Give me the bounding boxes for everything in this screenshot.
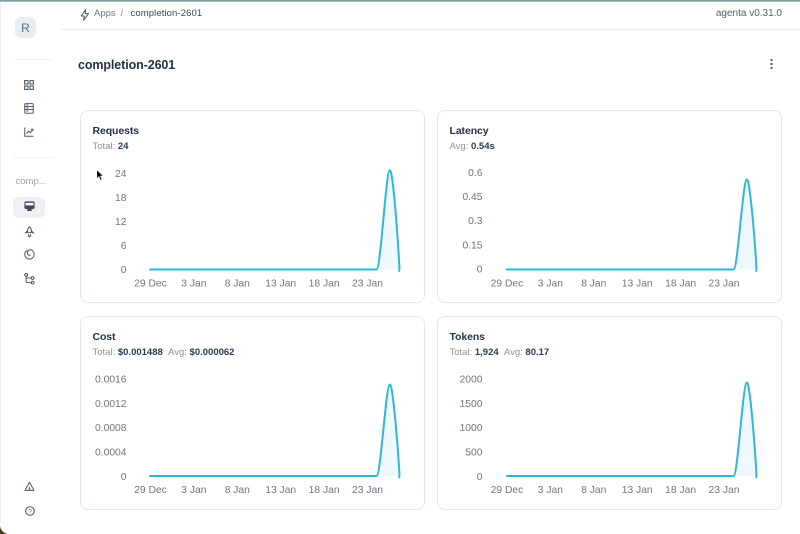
svg-text:12: 12: [115, 217, 127, 228]
svg-text:2000: 2000: [459, 375, 482, 386]
svg-text:3 Jan: 3 Jan: [181, 485, 206, 496]
svg-text:23 Jan: 23 Jan: [708, 485, 739, 496]
svg-text:13 Jan: 13 Jan: [621, 485, 652, 496]
svg-text:1500: 1500: [459, 399, 482, 410]
svg-text:18 Jan: 18 Jan: [665, 485, 696, 496]
svg-text:0: 0: [476, 264, 482, 275]
svg-text:500: 500: [465, 448, 482, 459]
svg-text:1000: 1000: [459, 423, 482, 434]
svg-text:0: 0: [120, 265, 126, 276]
svg-text:0.0004: 0.0004: [95, 448, 127, 459]
svg-text:3 Jan: 3 Jan: [537, 485, 562, 496]
svg-text:0.45: 0.45: [462, 192, 482, 203]
svg-text:8 Jan: 8 Jan: [581, 279, 606, 290]
svg-text:8 Jan: 8 Jan: [224, 279, 249, 290]
svg-text:3 Jan: 3 Jan: [181, 279, 206, 290]
svg-text:29 Dec: 29 Dec: [134, 279, 167, 290]
svg-text:0.0008: 0.0008: [95, 423, 127, 434]
svg-text:3 Jan: 3 Jan: [537, 279, 562, 290]
svg-text:18 Jan: 18 Jan: [308, 279, 339, 290]
svg-text:13 Jan: 13 Jan: [265, 279, 296, 290]
svg-text:18 Jan: 18 Jan: [308, 485, 339, 496]
svg-text:18 Jan: 18 Jan: [665, 279, 696, 290]
svg-text:23 Jan: 23 Jan: [352, 485, 383, 496]
svg-text:0: 0: [120, 472, 126, 483]
svg-text:0: 0: [476, 472, 482, 483]
svg-text:0.0012: 0.0012: [95, 399, 127, 410]
svg-text:23 Jan: 23 Jan: [352, 279, 383, 290]
svg-text:18: 18: [115, 193, 127, 204]
svg-text:6: 6: [120, 241, 126, 252]
svg-text:29 Dec: 29 Dec: [490, 485, 523, 496]
svg-text:24: 24: [115, 169, 127, 180]
svg-text:0.0016: 0.0016: [95, 375, 127, 386]
svg-text:?: ?: [28, 508, 32, 515]
svg-text:8 Jan: 8 Jan: [224, 485, 249, 496]
svg-text:13 Jan: 13 Jan: [621, 279, 652, 290]
svg-text:29 Dec: 29 Dec: [490, 279, 523, 290]
svg-text:0.3: 0.3: [468, 216, 483, 227]
svg-text:8 Jan: 8 Jan: [581, 485, 606, 496]
svg-text:0.6: 0.6: [468, 168, 483, 179]
svg-text:0.15: 0.15: [462, 240, 482, 251]
svg-text:29 Dec: 29 Dec: [134, 485, 167, 496]
svg-text:23 Jan: 23 Jan: [708, 279, 739, 290]
svg-text:13 Jan: 13 Jan: [265, 485, 296, 496]
